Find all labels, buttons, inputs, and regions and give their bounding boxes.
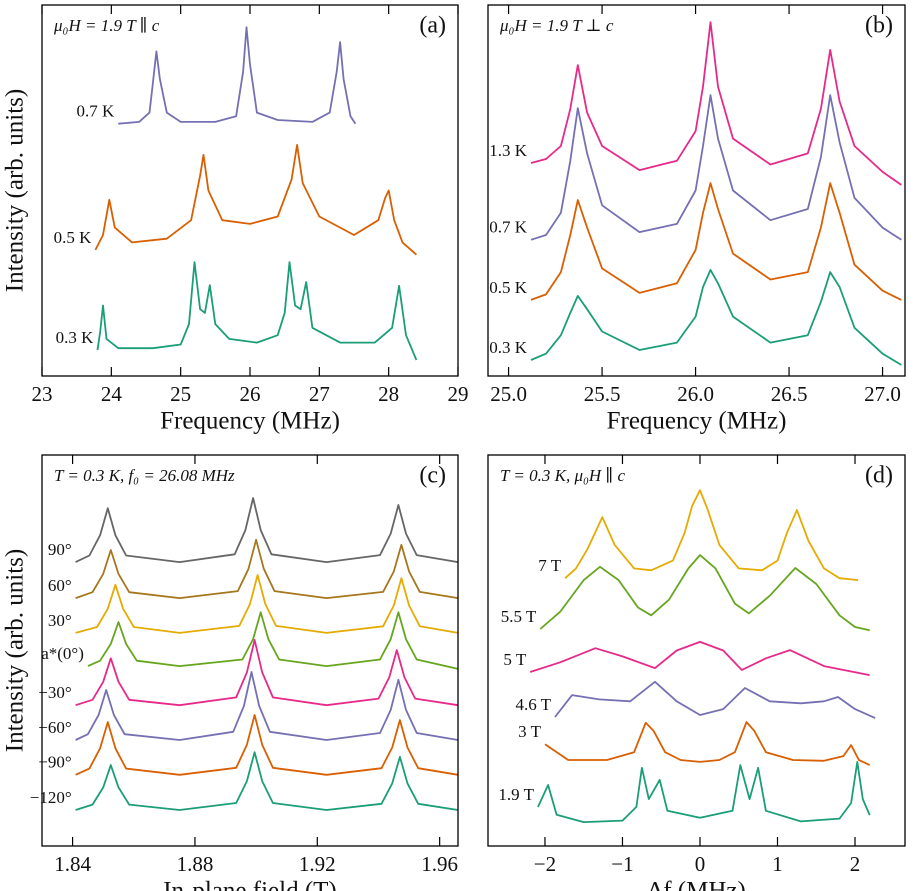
spectrum-line [94, 144, 417, 256]
spectrum-line [544, 721, 871, 766]
series-label: 5 T [503, 650, 526, 669]
spectrum-line [118, 26, 357, 125]
series-label: 0.5 K [489, 278, 528, 297]
spectrum-line [530, 269, 902, 366]
series-label: −60° [38, 718, 71, 737]
spectrum-line [75, 671, 459, 741]
x-tick-label: 28 [378, 382, 399, 406]
series-label: 5.5 T [501, 607, 537, 626]
spectrum-line [96, 261, 418, 361]
series-label: 0.5 K [54, 228, 93, 247]
series-label: 1.9 T [498, 785, 534, 804]
series-label: −30° [38, 683, 71, 702]
series-label: −120° [30, 788, 72, 807]
panel-label: (c) [419, 463, 446, 489]
x-tick-label: 25.5 [584, 382, 621, 406]
x-tick-label: 1.88 [177, 852, 214, 876]
series-label: 0.3 K [56, 328, 95, 347]
x-tick-label: 27 [309, 382, 330, 406]
spectrum-line [530, 21, 902, 186]
x-tick-label: 23 [32, 382, 53, 406]
series-label: 0.3 K [489, 338, 528, 357]
series-label: 30° [48, 611, 72, 630]
series-label: 4.6 T [515, 695, 551, 714]
series-label: 60° [48, 576, 72, 595]
x-tick-label: 1.84 [54, 852, 91, 876]
x-tick-label: 25.0 [490, 382, 527, 406]
series-label: 90° [48, 540, 72, 559]
plot-frame [487, 4, 906, 377]
plot-frame [41, 454, 459, 847]
spectrum-line [75, 751, 459, 811]
x-tick-label: 29 [448, 382, 469, 406]
panel-label: (d) [865, 463, 893, 489]
x-tick-label: 2 [850, 852, 861, 876]
x-tick-label: 1 [772, 852, 783, 876]
annotation: T = 0.3 K, μ₀H ∥ c [500, 466, 626, 485]
annotation: μ₀H = 1.9 T ∥ c [53, 16, 160, 35]
annotation: μ₀H = 1.9 T ⊥ c [499, 16, 614, 35]
series-label: −90° [38, 753, 71, 772]
spectrum-line [554, 680, 876, 719]
spectrum-line [529, 641, 870, 676]
spectrum-line [564, 489, 859, 581]
series-label: a*(0°) [41, 644, 84, 663]
spectrum-line [530, 94, 902, 241]
x-tick-label: 1.96 [421, 852, 458, 876]
x-axis-label: Frequency (MHz) [607, 408, 787, 435]
x-tick-label: −2 [534, 852, 556, 876]
series-label: 1.3 K [489, 141, 528, 160]
spectrum-line [539, 554, 870, 632]
x-tick-label: 25 [170, 382, 191, 406]
plot-frame [487, 454, 906, 847]
x-tick-label: 26.0 [677, 382, 714, 406]
series-label: 3 T [518, 722, 541, 741]
spectrum-line [530, 182, 902, 301]
x-axis-label: Frequency (MHz) [160, 408, 340, 435]
x-tick-label: 26.5 [771, 382, 808, 406]
x-tick-label: 0 [695, 852, 706, 876]
x-tick-label: 24 [101, 382, 123, 406]
spectrum-line [75, 574, 459, 634]
panel-label: (a) [419, 13, 446, 39]
x-axis-label: In-plane field (T) [163, 878, 337, 891]
x-axis-label: Δf (MHz) [647, 878, 746, 891]
x-tick-label: 1.92 [299, 852, 336, 876]
y-axis-label: Intensity (arb. units) [2, 549, 29, 752]
spectrum-line [75, 538, 459, 599]
annotation: T = 0.3 K, f₀ = 26.08 MHz [54, 466, 235, 485]
spectrum-line [87, 611, 459, 670]
spectrum-line [537, 761, 871, 823]
series-label: 0.7 K [489, 218, 528, 237]
y-axis-label: Intensity (arb. units) [2, 89, 29, 292]
series-label: 0.7 K [76, 102, 115, 121]
panel-label: (b) [865, 13, 893, 39]
spectrum-line [75, 639, 459, 707]
x-tick-label: 26 [240, 382, 261, 406]
series-label: 7 T [538, 556, 561, 575]
spectrum-line [75, 497, 459, 563]
spectrum-line [75, 714, 459, 776]
x-tick-label: −1 [611, 852, 633, 876]
x-tick-label: 27.0 [864, 382, 901, 406]
